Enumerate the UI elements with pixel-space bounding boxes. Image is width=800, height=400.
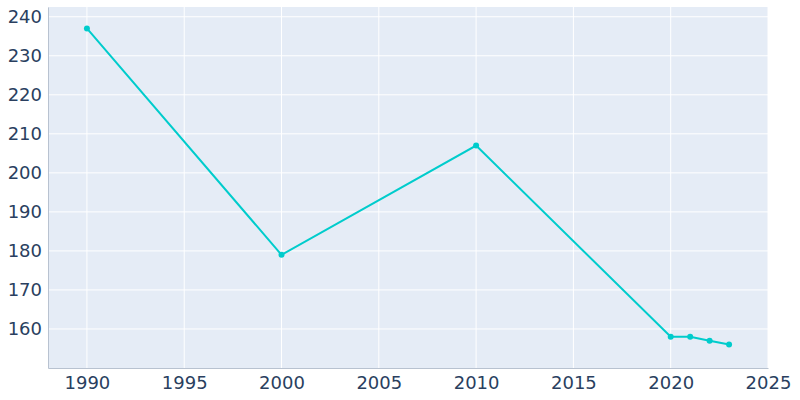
grid-line-y xyxy=(48,133,768,134)
point xyxy=(84,25,90,31)
y-axis-line xyxy=(48,8,49,369)
y-tick-label: 200 xyxy=(8,162,42,183)
x-tick: 1990 xyxy=(65,368,111,393)
plot-background xyxy=(48,7,768,368)
plot: 1990 1995 2000 2005 2010 2015 2020 2025 160 170 18… xyxy=(8,6,792,393)
y-tick-label: 210 xyxy=(8,123,42,144)
y-tick-label: 170 xyxy=(8,279,42,300)
y-tick: 220 xyxy=(8,84,48,105)
x-tick-label: 2020 xyxy=(648,372,694,393)
y-tick: 170 xyxy=(8,279,48,300)
grid-line-y xyxy=(48,16,768,17)
y-tick: 180 xyxy=(8,240,48,261)
y-tick: 190 xyxy=(8,201,48,222)
x-tick: 1995 xyxy=(162,368,208,393)
y-tick-label: 230 xyxy=(8,45,42,66)
x-tick: 2025 xyxy=(746,368,792,393)
x-tick: 2000 xyxy=(259,368,305,393)
x-axis-line xyxy=(49,368,769,369)
y-tick: 160 xyxy=(8,318,48,339)
point xyxy=(668,334,674,340)
y-tick: 240 xyxy=(8,6,48,27)
x-tick: 2005 xyxy=(356,368,402,393)
y-tick: 210 xyxy=(8,123,48,144)
grid-line-x xyxy=(184,7,185,368)
grid-line-x xyxy=(378,7,379,368)
x-tick-label: 2000 xyxy=(259,372,305,393)
grid-line-x xyxy=(670,7,671,368)
point xyxy=(473,143,479,149)
x-tick: 2020 xyxy=(648,368,694,393)
grid-line-y xyxy=(48,328,768,329)
point xyxy=(687,334,693,340)
grid-line-x xyxy=(573,7,574,368)
point xyxy=(279,252,285,258)
grid-line-x xyxy=(476,7,477,368)
x-tick-label: 2010 xyxy=(454,372,500,393)
y-tick: 230 xyxy=(8,45,48,66)
grid-line-y xyxy=(48,250,768,251)
x-tick: 2015 xyxy=(551,368,597,393)
chart: 1990 1995 2000 2005 2010 2015 2020 2025 160 170 18… xyxy=(0,0,800,400)
grid-line-y xyxy=(48,55,768,56)
grid xyxy=(48,7,768,368)
x-tick-label: 1995 xyxy=(162,372,208,393)
grid-line-x xyxy=(86,7,87,368)
grid-line-y xyxy=(48,289,768,290)
grid-line-y xyxy=(48,172,768,173)
series xyxy=(84,25,732,347)
y-tick-label: 190 xyxy=(8,201,42,222)
point xyxy=(726,342,732,348)
y-tick-label: 240 xyxy=(8,6,42,27)
grid-line-y xyxy=(48,94,768,95)
x-tick-label: 2025 xyxy=(746,372,792,393)
y-tick-label: 160 xyxy=(8,318,42,339)
x-axis: 1990 1995 2000 2005 2010 2015 2020 2025 xyxy=(49,368,792,393)
grid-line-x xyxy=(768,7,769,368)
y-tick: 200 xyxy=(8,162,48,183)
line xyxy=(87,28,729,344)
point xyxy=(707,338,713,344)
grid-line-y xyxy=(48,211,768,212)
y-tick-label: 220 xyxy=(8,84,42,105)
grid-line-x xyxy=(281,7,282,368)
y-axis: 160 170 180 190 200 210 220 230 240 xyxy=(8,6,49,368)
x-tick-label: 2005 xyxy=(356,372,402,393)
y-tick-label: 180 xyxy=(8,240,42,261)
x-tick-label: 2015 xyxy=(551,372,597,393)
x-tick-label: 1990 xyxy=(65,372,111,393)
x-tick: 2010 xyxy=(454,368,500,393)
